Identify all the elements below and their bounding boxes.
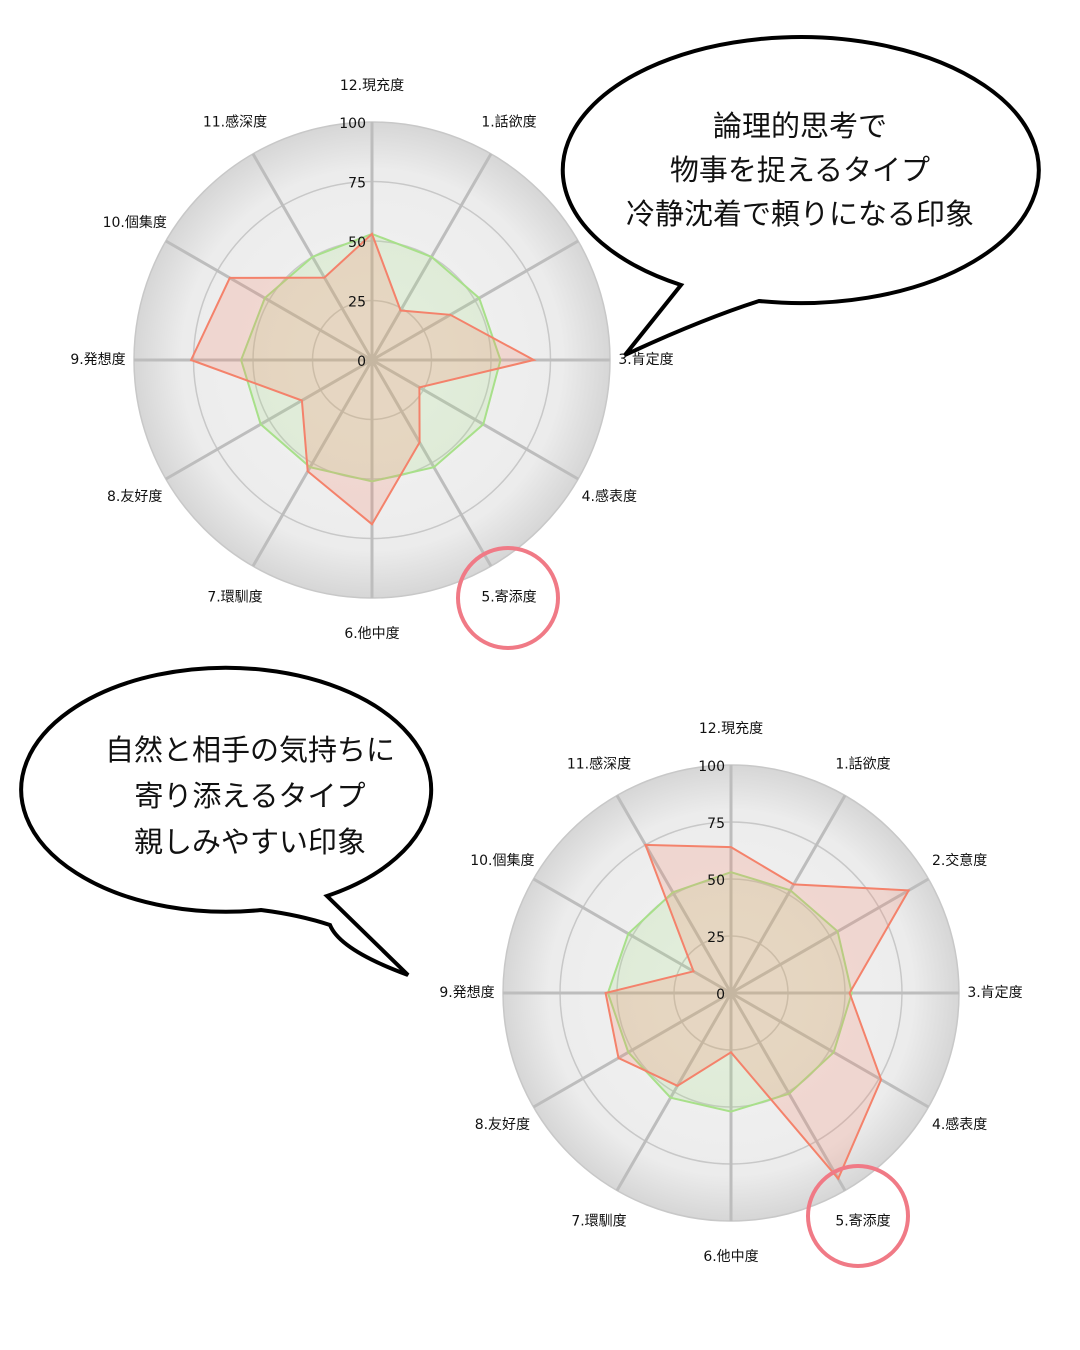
r-tick-label: 0 [357,354,366,370]
spoke [615,992,733,1192]
r-tick-label: 100 [339,116,366,132]
category-label: 12.現充度 [340,78,404,94]
highlight-circle [456,546,560,650]
r-tick-label: 100 [698,759,725,775]
highlight-circle [806,1164,910,1268]
category-label: 8.友好度 [107,489,162,505]
category-label: 3.肯定度 [618,352,673,368]
radar-area [240,232,502,483]
category-label: 11.感深度 [203,114,267,131]
category-label: 3.肯定度 [967,985,1022,1001]
category-label: 7.環馴度 [571,1214,626,1230]
r-tick-label: 50 [348,235,366,251]
category-label: 9.発想度 [439,985,494,1001]
spoke [371,358,579,481]
spoke [371,239,579,362]
bubble-text: 自然と相手の気持ちに [105,733,395,767]
category-label: 2.交意度 [932,852,987,869]
category-label: 12.現充度 [699,721,763,737]
category-label: 10.個集度 [103,214,167,231]
speech-bubble [19,665,434,977]
spoke [370,359,493,567]
category-label: 6.他中度 [344,626,399,642]
r-tick-label: 25 [707,930,725,946]
category-label: 5.寄添度 [481,588,536,605]
spoke [615,794,733,994]
spoke [532,877,732,995]
category-label: 6.他中度 [703,1249,758,1265]
spoke [165,239,373,362]
radar-area [604,843,911,1181]
category-label: 5.寄添度 [835,1213,890,1230]
category-label: 1.話欲度 [835,755,890,772]
category-label: 7.環馴度 [207,589,262,605]
category-label: 4.感表度 [932,1116,987,1133]
category-label: 9.発想度 [70,352,125,368]
spoke [729,992,847,1192]
category-label: 11.感深度 [567,755,631,772]
spoke [165,358,373,481]
spoke [532,991,732,1109]
category-label: 4.感表度 [582,488,637,505]
spoke [729,794,847,994]
bubble-text: 寄り添えるタイプ [134,779,365,813]
r-tick-label: 25 [348,295,366,311]
spoke [730,991,930,1109]
r-tick-label: 50 [707,873,725,889]
spoke [251,359,374,567]
r-tick-label: 0 [716,987,725,1003]
spoke [730,877,930,995]
category-label: 10.個集度 [470,852,534,869]
speech-bubble [560,35,1041,357]
bubble-text: 論理的思考で [713,109,887,143]
charts: 0 25 50 75 100 1.話欲度 3.肯定度 4.感表度 5.寄添度 6.他中度 7.環馴度… [70,78,1022,1265]
bubble-text: 親しみやすい印象 [134,825,366,859]
r-tick-label: 75 [348,176,366,192]
category-label: 1.話欲度 [481,114,536,131]
radar-area [606,871,853,1113]
radar-area [189,232,537,526]
bubble-text: 物事を捉えるタイプ [670,153,930,187]
bubble-text: 冷静沈着で頼りになる印象 [626,197,974,231]
r-tick-label: 75 [707,816,725,832]
category-label: 8.友好度 [475,1117,530,1133]
